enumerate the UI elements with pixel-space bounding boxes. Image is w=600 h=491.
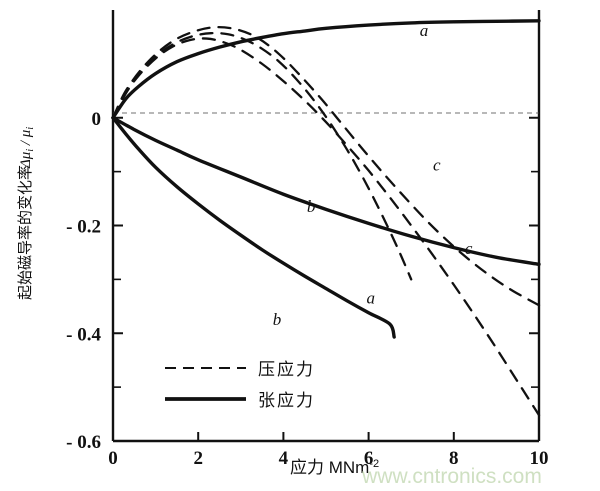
legend: 压应力 张应力 bbox=[165, 360, 315, 410]
legend-label-compressive: 压应力 bbox=[258, 360, 315, 379]
curve-label-b-compressive: b bbox=[307, 197, 316, 216]
watermark: www.cntronics.com bbox=[361, 465, 542, 488]
x-tick-label: 4 bbox=[279, 448, 289, 469]
x-tick-label: 8 bbox=[449, 448, 459, 469]
curve-b-tensile bbox=[111, 116, 396, 339]
data-series-group bbox=[111, 19, 541, 417]
series-labels-group: a b c a b c bbox=[273, 21, 473, 329]
curve-label-a-tensile: a bbox=[420, 21, 429, 40]
y-axis-title-math: Δμi / μi bbox=[18, 127, 36, 169]
x-tick-label: 6 bbox=[364, 448, 374, 469]
curve-b-compressive bbox=[111, 31, 413, 281]
legend-label-tensile: 张应力 bbox=[258, 391, 315, 410]
y-axis-title-cn: 起始磁导率的变化率 bbox=[17, 165, 34, 300]
y-tick-label: 0 bbox=[92, 109, 102, 130]
curve-label-c-tensile: c bbox=[465, 239, 473, 258]
x-tick-labels: 0 2 4 6 8 10 bbox=[108, 448, 548, 469]
curve-label-b-tensile: b bbox=[273, 310, 282, 329]
y-axis-mu-sub: i bbox=[25, 127, 36, 130]
curve-a-compressive bbox=[111, 37, 541, 417]
x-axis-title-exponent: -2 bbox=[369, 458, 379, 470]
y-axis-delta-mu: Δμ bbox=[18, 151, 34, 169]
y-tick-marks bbox=[113, 116, 539, 442]
curve-c-compressive bbox=[111, 26, 541, 307]
y-tick-label: - 0.6 bbox=[66, 432, 101, 453]
curve-c-tensile bbox=[111, 116, 541, 266]
curve-label-a-compressive: a bbox=[366, 289, 375, 308]
x-tick-marks bbox=[112, 432, 540, 441]
x-axis-title: 应力 MNm-2 bbox=[290, 458, 379, 477]
y-tick-label: - 0.4 bbox=[66, 324, 101, 345]
x-axis-title-text: 应力 MNm bbox=[290, 458, 369, 477]
x-tick-label: 2 bbox=[193, 448, 203, 469]
y-tick-label: - 0.2 bbox=[66, 217, 101, 238]
y-axis-title: 起始磁导率的变化率 Δμi / μi bbox=[17, 127, 36, 300]
curve-label-c-compressive: c bbox=[433, 156, 441, 175]
y-axis-delta-mu-sub: i bbox=[25, 149, 36, 152]
x-tick-label: 0 bbox=[108, 448, 118, 469]
curve-a-tensile bbox=[111, 19, 541, 120]
y-axis-mu: μ bbox=[18, 129, 34, 138]
axes-group bbox=[111, 10, 541, 443]
y-tick-labels: 0 - 0.2 - 0.4 - 0.6 bbox=[66, 109, 101, 453]
x-tick-label: 10 bbox=[530, 448, 549, 469]
